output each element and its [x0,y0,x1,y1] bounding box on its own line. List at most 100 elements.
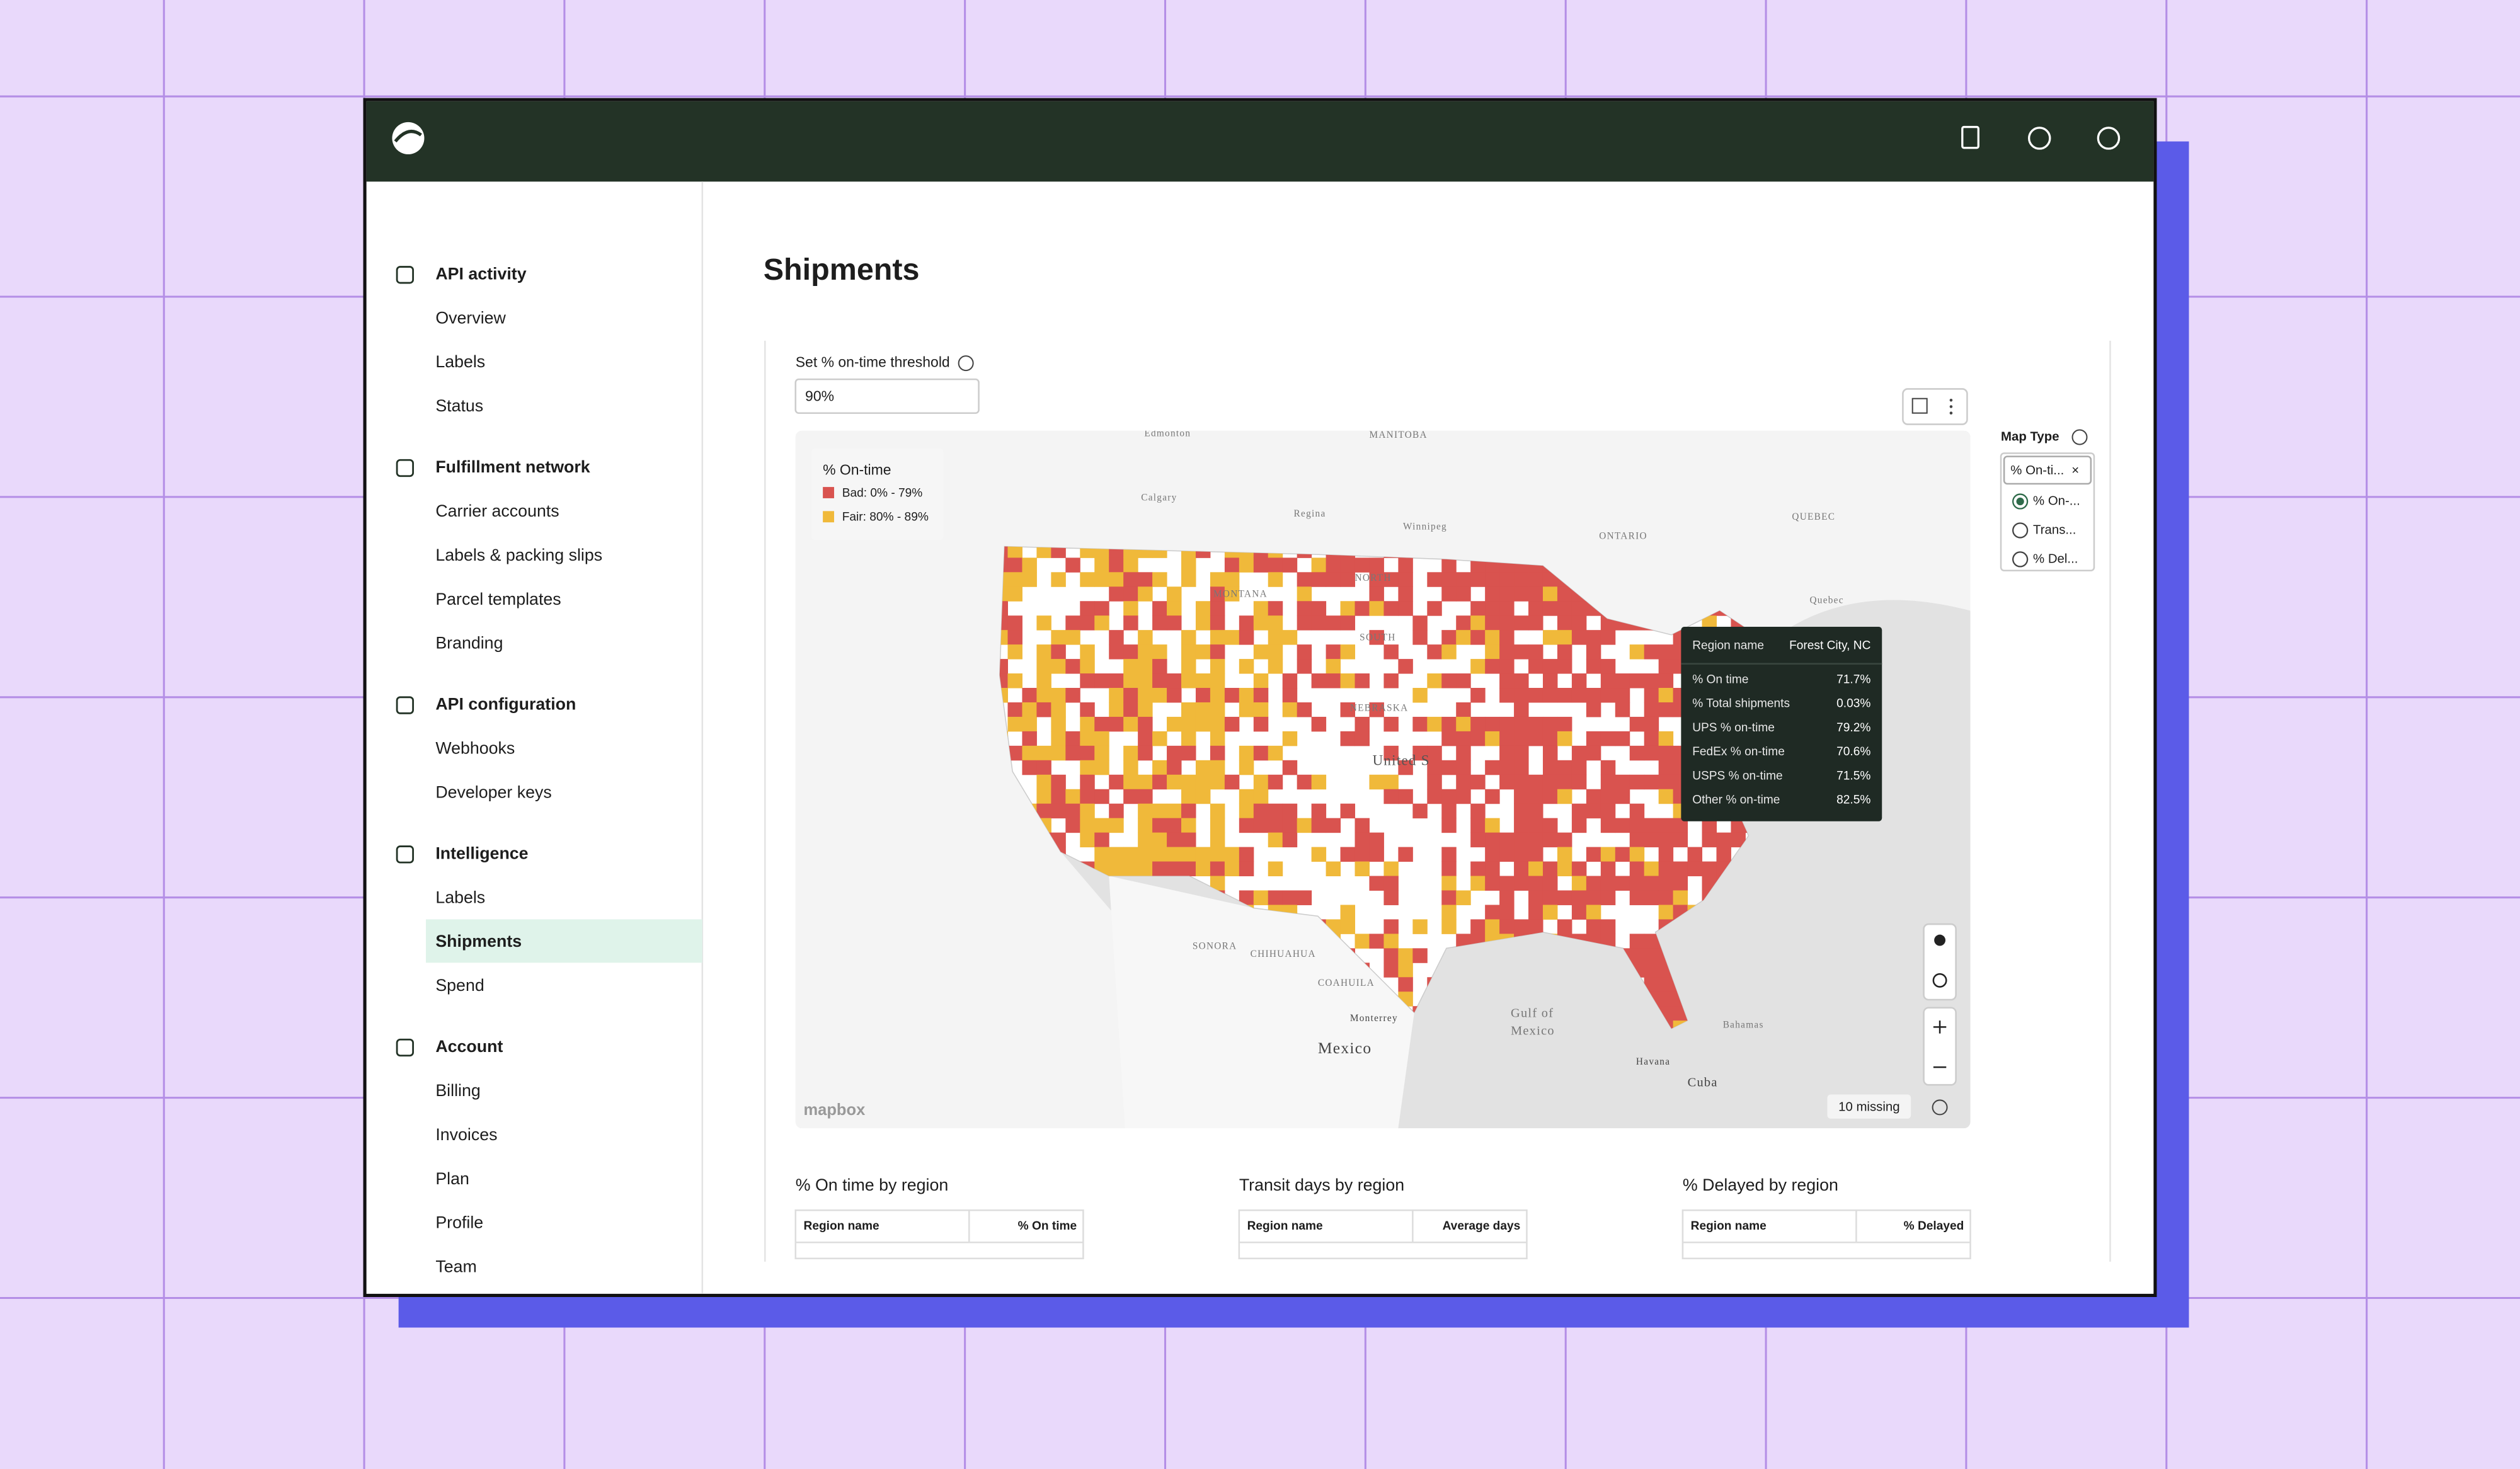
nav-item[interactable]: Invoices [435,1125,497,1144]
zoom-icons[interactable] [1933,1020,1947,1068]
region [1080,716,1095,732]
nav-item[interactable]: Profile [435,1213,483,1232]
region [1600,731,1616,746]
region [1036,745,1051,761]
region [1383,789,1399,804]
nav-item[interactable]: Parcel templates [435,590,561,609]
table-icon[interactable] [1911,397,1928,414]
region [1485,876,1500,891]
region [1051,630,1066,645]
region [1138,716,1153,732]
region [1007,745,1022,761]
column-header[interactable]: % Delayed [1904,1220,1964,1233]
region [1542,673,1558,689]
nav-section[interactable]: API configuration [435,695,576,714]
region [1253,818,1269,833]
column-header[interactable]: Average days [1443,1220,1521,1233]
column-header[interactable]: % On time [1018,1220,1077,1233]
column-header[interactable]: Region name [804,1220,879,1233]
nav-item[interactable]: Labels [435,888,485,906]
map-label: Regina [1294,508,1326,519]
nav-item[interactable]: Labels [435,352,485,371]
menu-dot[interactable] [1949,399,1953,402]
region [1470,774,1486,790]
column-header[interactable]: Region name [1691,1220,1767,1233]
region [1702,861,1717,877]
map-controls[interactable] [1923,923,1957,1001]
info-icon[interactable] [958,355,974,372]
map-type-select[interactable] [2003,455,2092,485]
radio-label[interactable]: % On-... [2033,494,2080,508]
radio[interactable] [2012,522,2029,539]
region [1644,948,1659,963]
radio[interactable] [2012,551,2029,568]
docs-icon[interactable] [1961,125,1979,149]
region [1528,644,1544,660]
nav-item[interactable]: Webhooks [435,739,515,758]
region [1210,861,1225,877]
nav-item[interactable]: Plan [435,1169,469,1188]
locate-icon[interactable] [1932,973,1947,988]
region [1369,586,1384,602]
radio-label[interactable]: Trans... [2033,523,2076,537]
region [1239,557,1254,573]
region [1210,688,1225,703]
nav-item[interactable]: Labels & packing slips [435,546,602,564]
region [1340,644,1356,660]
nav-section[interactable]: API activity [435,264,526,283]
region [1542,832,1558,848]
region [1528,716,1544,732]
info-icon[interactable] [1932,1099,1948,1116]
region [1239,789,1254,804]
region [1195,615,1211,631]
region [1528,847,1544,862]
map-toolbar[interactable] [1902,388,1968,425]
nav-item[interactable]: Billing [435,1081,480,1100]
region [1528,774,1544,790]
region [1051,731,1066,746]
region [1441,847,1457,862]
region [1658,789,1674,804]
region [1615,702,1630,717]
logo[interactable] [392,122,425,154]
region [1239,615,1254,631]
nav-item[interactable]: Developer keys [435,782,551,801]
account-icon[interactable] [2097,127,2121,150]
region [1210,876,1225,891]
nav-item[interactable]: Team [435,1257,476,1276]
nav-item[interactable]: Spend [435,976,484,995]
zoom-controls[interactable] [1923,1007,1957,1086]
missing-text[interactable]: 10 missing [1838,1100,1899,1114]
nav-section[interactable]: Account [435,1037,503,1056]
tooltip-value: 82.5% [1836,794,1870,807]
nav-item[interactable]: Shipments [435,932,522,951]
clear-icon[interactable]: × [2071,464,2079,477]
region [1138,702,1153,717]
nav-item[interactable]: Carrier accounts [435,501,559,520]
nav-active-bg [426,919,702,963]
region [1456,716,1471,732]
region [1499,890,1515,905]
region [1080,546,1095,558]
column-header[interactable]: Region name [1247,1220,1323,1233]
nav-section[interactable]: Fulfillment network [435,457,590,476]
map[interactable]: Edmonton MANITOBA Calgary Regina Winnipe… [795,428,1971,1129]
help-icon[interactable] [2028,127,2051,150]
region [1571,861,1587,877]
pin-icon[interactable] [1934,934,1946,946]
threshold-input[interactable] [794,378,980,414]
nav-item[interactable]: Status [435,396,483,415]
map-label: QUEBEC [1792,512,1835,522]
nav-item[interactable]: Overview [435,308,506,327]
region [1528,601,1544,616]
map-type-selected[interactable]: % On-ti... [2010,464,2064,477]
region [1658,760,1674,775]
info-icon[interactable] [2071,429,2088,445]
nav-item[interactable]: Branding [435,634,503,653]
missing-badge[interactable] [1827,1094,1911,1119]
region [1138,572,1153,587]
nav-section[interactable]: Intelligence [435,843,528,862]
radio-label[interactable]: % Del... [2033,552,2078,566]
threshold-value[interactable]: 90% [805,387,834,404]
region [1094,557,1109,573]
